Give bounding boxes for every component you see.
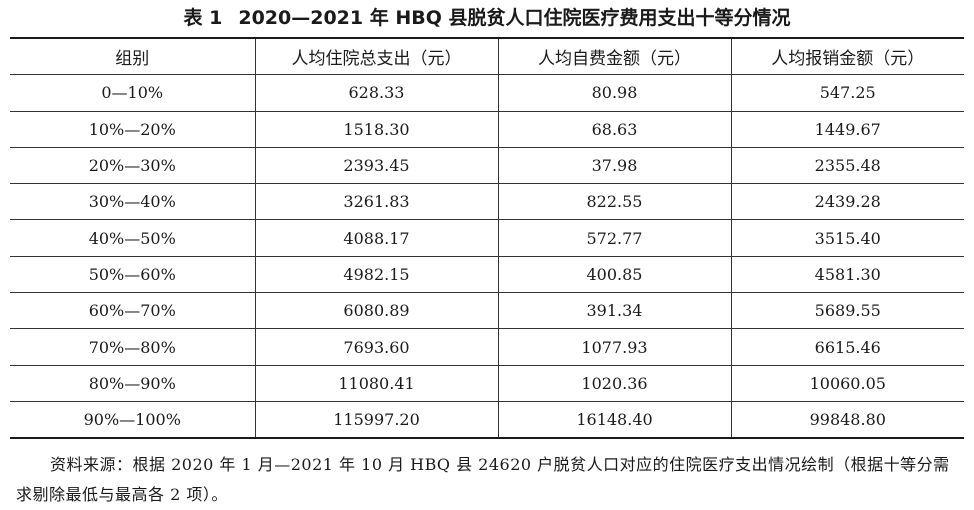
self-paid-cell: 391.34 — [497, 292, 732, 330]
reimbursed-cell: 5689.55 — [730, 292, 964, 330]
column-header-total: 人均住院总支出（元） — [254, 37, 499, 76]
total-cell: 4982.15 — [254, 255, 499, 294]
column-header-self-paid: 人均自费金额（元） — [497, 37, 732, 76]
table-row: 0—10% 628.33 80.98 547.25 — [10, 74, 964, 112]
source-note: 资料来源：根据 2020 年 1 月—2021 年 10 月 HBQ 县 246… — [16, 455, 950, 504]
self-paid-cell: 16148.40 — [497, 400, 732, 440]
self-paid-cell: 1020.36 — [497, 364, 732, 402]
column-header-reimbursed: 人均报销金额（元） — [730, 37, 964, 76]
reimbursed-cell: 547.25 — [730, 74, 964, 112]
header-row: 组别 人均住院总支出（元） 人均自费金额（元） 人均报销金额（元） — [10, 37, 964, 76]
reimbursed-cell: 1449.67 — [730, 110, 964, 148]
table-row: 70%—80% 7693.60 1077.93 6615.46 — [10, 328, 964, 366]
group-cell: 50%—60% — [10, 255, 256, 294]
group-cell: 60%—70% — [10, 292, 256, 330]
table-title: 2020—2021 年 HBQ 县脱贫人口住院医疗费用支出十等分情况 — [238, 7, 791, 29]
self-paid-cell: 1077.93 — [497, 328, 732, 366]
total-cell: 115997.20 — [254, 400, 499, 440]
group-cell: 10%—20% — [10, 110, 256, 148]
group-cell: 20%—30% — [10, 146, 256, 185]
self-paid-cell: 80.98 — [497, 74, 732, 112]
self-paid-cell: 37.98 — [497, 146, 732, 185]
table-row: 30%—40% 3261.83 822.55 2439.28 — [10, 183, 964, 221]
group-cell: 70%—80% — [10, 328, 256, 366]
reimbursed-cell: 6615.46 — [730, 328, 964, 366]
reimbursed-cell: 2439.28 — [730, 183, 964, 221]
table-number: 表 1 — [183, 7, 223, 29]
total-cell: 3261.83 — [254, 183, 499, 221]
table-row: 80%—90% 11080.41 1020.36 10060.05 — [10, 364, 964, 402]
group-cell: 0—10% — [10, 74, 256, 112]
reimbursed-cell: 3515.40 — [730, 219, 964, 257]
table-row: 60%—70% 6080.89 391.34 5689.55 — [10, 292, 964, 330]
self-paid-cell: 822.55 — [497, 183, 732, 221]
table-row: 40%—50% 4088.17 572.77 3515.40 — [10, 219, 964, 257]
total-cell: 2393.45 — [254, 146, 499, 185]
total-cell: 6080.89 — [254, 292, 499, 330]
reimbursed-cell: 99848.80 — [730, 400, 964, 440]
reimbursed-cell: 2355.48 — [730, 146, 964, 185]
self-paid-cell: 400.85 — [497, 255, 732, 294]
table-row: 90%—100% 115997.20 16148.40 99848.80 — [10, 400, 964, 440]
table-caption: 表 1 2020—2021 年 HBQ 县脱贫人口住院医疗费用支出十等分情况 — [0, 6, 974, 30]
total-cell: 628.33 — [254, 74, 499, 112]
group-cell: 30%—40% — [10, 183, 256, 221]
total-cell: 4088.17 — [254, 219, 499, 257]
table-row: 50%—60% 4982.15 400.85 4581.30 — [10, 255, 964, 294]
column-header-group: 组别 — [10, 37, 256, 76]
self-paid-cell: 68.63 — [497, 110, 732, 148]
total-cell: 11080.41 — [254, 364, 499, 402]
self-paid-cell: 572.77 — [497, 219, 732, 257]
group-cell: 90%—100% — [10, 400, 256, 440]
total-cell: 7693.60 — [254, 328, 499, 366]
total-cell: 1518.30 — [254, 110, 499, 148]
reimbursed-cell: 4581.30 — [730, 255, 964, 294]
table-row: 10%—20% 1518.30 68.63 1449.67 — [10, 110, 964, 148]
data-table: 组别 人均住院总支出（元） 人均自费金额（元） 人均报销金额（元） 0—10% … — [10, 37, 964, 440]
group-cell: 80%—90% — [10, 364, 256, 402]
reimbursed-cell: 10060.05 — [730, 364, 964, 402]
group-cell: 40%—50% — [10, 219, 256, 257]
table-row: 20%—30% 2393.45 37.98 2355.48 — [10, 146, 964, 185]
